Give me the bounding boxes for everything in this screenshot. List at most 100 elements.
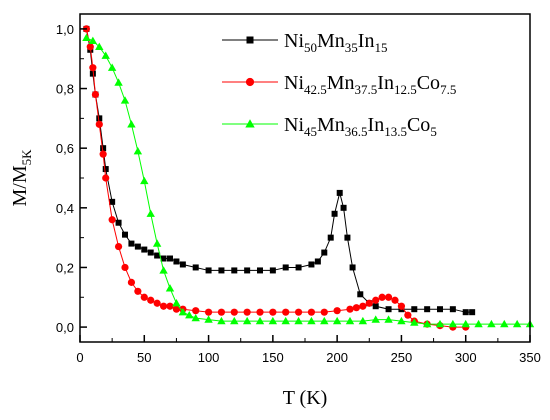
data-point (282, 264, 289, 271)
data-point (178, 307, 188, 316)
legend-label: Ni45Mn36.5In13.5Co5 (284, 114, 437, 139)
data-point (327, 234, 334, 241)
ticks-layer: 0 50 100 150 200 250 300 350 0,0 0,2 0,4 0,6 0,8 1,0 (56, 22, 541, 365)
data-point (101, 51, 110, 59)
plot-frame (79, 13, 531, 343)
data-point (86, 43, 94, 51)
data-point (462, 309, 469, 316)
data-point (154, 252, 161, 259)
data-point (146, 209, 155, 217)
x-tick-label: 300 (455, 350, 477, 365)
legend-marker (245, 119, 255, 128)
data-point (331, 210, 338, 217)
data-point (352, 304, 361, 312)
legend-element: Mn (317, 114, 345, 136)
data-point (469, 309, 476, 316)
legend-element: Ni (284, 114, 304, 136)
series-3 (82, 33, 535, 328)
data-point (192, 307, 200, 315)
legend-label: Ni42.5Mn37.5In12.5Co7.5 (284, 72, 456, 97)
data-point (134, 287, 142, 295)
data-point (397, 316, 406, 325)
legend-element: In (377, 72, 394, 94)
data-point (340, 204, 347, 211)
legend-marker (246, 36, 254, 44)
data-point (397, 302, 406, 310)
data-point (357, 291, 364, 298)
data-point (437, 306, 443, 313)
data-point (307, 316, 316, 325)
data-point (474, 319, 483, 328)
data-point (314, 258, 321, 265)
data-point (371, 315, 380, 323)
data-point (217, 316, 226, 325)
data-point (122, 231, 128, 238)
data-point (346, 305, 354, 313)
data-point (378, 293, 386, 301)
data-point (269, 267, 276, 274)
data-point (461, 319, 470, 328)
legend-label: Ni50Mn35In15 (284, 30, 387, 55)
x-tick-label: 150 (262, 350, 284, 365)
data-point (89, 64, 97, 72)
x-axis-title: T (K) (283, 387, 328, 409)
data-point (172, 299, 181, 307)
legend-subscript: 12.5 (394, 82, 417, 97)
data-point (95, 42, 104, 50)
legend-subscript: 50 (304, 40, 317, 55)
data-point (385, 306, 392, 313)
x-tick-label: 100 (198, 350, 220, 365)
data-point (121, 263, 129, 272)
data-point (152, 239, 162, 247)
data-point (242, 316, 252, 325)
data-point (424, 306, 431, 313)
data-point (359, 302, 367, 310)
data-point (91, 90, 100, 99)
legend-subscript: 7.5 (440, 82, 456, 97)
data-point (115, 219, 122, 226)
data-point (256, 308, 264, 316)
data-point (307, 308, 316, 316)
data-point (365, 299, 373, 307)
data-point (114, 242, 123, 251)
y-tick-label: 0,4 (56, 201, 74, 216)
data-point (231, 267, 238, 274)
data-point (179, 261, 186, 268)
data-point (140, 176, 149, 185)
data-point (88, 36, 98, 44)
legend-element: In (368, 114, 385, 136)
data-point (120, 96, 130, 104)
data-point (269, 308, 277, 316)
data-point (336, 189, 343, 196)
x-tick-label: 250 (391, 350, 413, 365)
x-tick-label: 200 (326, 350, 348, 365)
y-tick-label: 0,6 (56, 141, 74, 156)
data-point (217, 308, 226, 316)
data-point (107, 63, 117, 71)
data-point (449, 306, 456, 313)
data-point (255, 316, 265, 325)
data-point (140, 293, 148, 301)
series-layer (82, 25, 535, 331)
data-point (372, 296, 380, 304)
y-axis-title-sub: 5K (19, 149, 34, 166)
legend-subscript: 5 (430, 124, 437, 139)
data-point (82, 33, 91, 42)
data-point (128, 240, 135, 247)
data-point (244, 267, 251, 274)
data-point (282, 308, 290, 316)
legend-element: In (358, 30, 375, 52)
legend-element: Mn (327, 72, 355, 94)
data-point (205, 267, 212, 274)
data-point (281, 316, 290, 325)
data-point (372, 303, 379, 310)
data-point (147, 296, 155, 304)
data-point (268, 316, 278, 325)
data-point (99, 150, 107, 158)
data-point (320, 316, 329, 325)
data-point (349, 264, 356, 271)
data-point (172, 305, 181, 313)
series-2 (82, 25, 470, 331)
data-point (308, 261, 315, 268)
